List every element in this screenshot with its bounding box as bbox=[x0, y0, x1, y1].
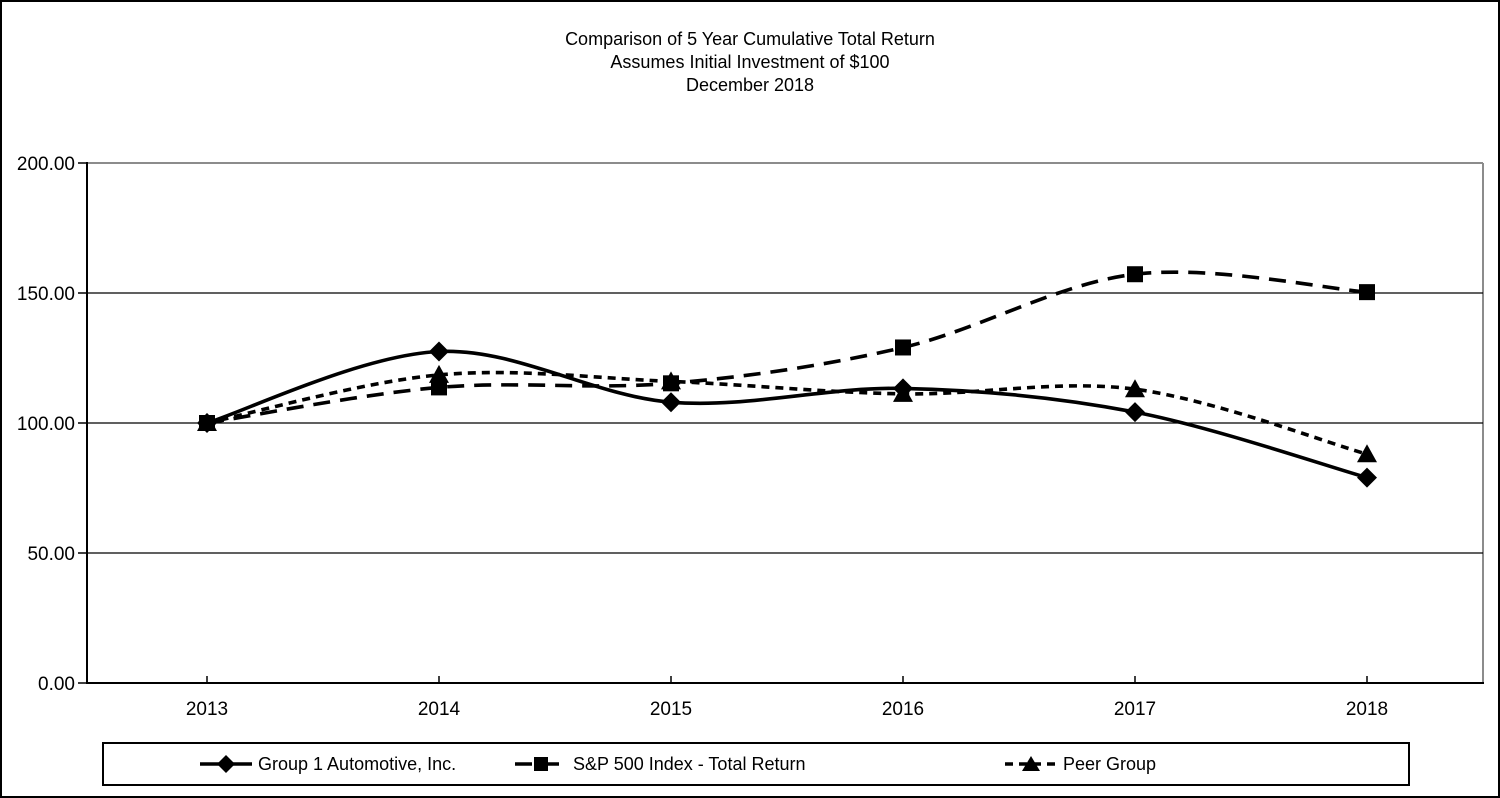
chart-title-line2: Assumes Initial Investment of $100 bbox=[610, 52, 890, 72]
y-tick-label-100.00: 100.00 bbox=[17, 414, 75, 435]
x-tick-label-2014: 2014 bbox=[418, 699, 461, 720]
x-tick-label-2016: 2016 bbox=[882, 699, 924, 720]
marker-diamond-2017 bbox=[1125, 402, 1145, 423]
series-line-2 bbox=[206, 370, 1368, 456]
chart-title-line1: Comparison of 5 Year Cumulative Total Re… bbox=[565, 29, 935, 49]
marker-diamond-2015 bbox=[661, 392, 681, 413]
legend-label-peer-group: Peer Group bbox=[1063, 753, 1157, 774]
legend: Group 1 Automotive, Inc. S&P 500 Index -… bbox=[102, 742, 1410, 786]
marker-diamond-2014 bbox=[429, 341, 449, 362]
y-tick-label-50.00: 50.00 bbox=[27, 544, 75, 565]
legend-label-group1: Group 1 Automotive, Inc. bbox=[258, 753, 457, 774]
marker-square-2018 bbox=[1359, 284, 1375, 301]
x-tick-label-2013: 2013 bbox=[186, 699, 228, 720]
y-tick-label-0.00: 0.00 bbox=[38, 674, 75, 695]
legend-entry-group1: Group 1 Automotive, Inc. bbox=[200, 744, 456, 784]
series-line-0 bbox=[206, 349, 1368, 480]
legend-entry-peer-group: Peer Group bbox=[1005, 744, 1156, 784]
x-tick-label-2015: 2015 bbox=[650, 699, 692, 720]
legend-label-sp500: S&P 500 Index - Total Return bbox=[573, 753, 806, 774]
marker-triangle-2013 bbox=[197, 413, 217, 431]
peer-group-line-sample-icon bbox=[1005, 756, 1057, 771]
marker-diamond-2018 bbox=[1357, 467, 1377, 488]
marker-square-2014 bbox=[431, 379, 447, 396]
marker-triangle-2014 bbox=[429, 364, 449, 383]
marker-triangle-2016 bbox=[893, 383, 913, 402]
marker-square-2016 bbox=[895, 339, 911, 356]
y-tick-label-150.00: 150.00 bbox=[17, 284, 75, 305]
marker-triangle-2015 bbox=[661, 371, 681, 390]
legend-sample-triangle-icon bbox=[1022, 756, 1040, 771]
marker-triangle-2018 bbox=[1357, 444, 1377, 463]
x-tick-label-2018: 2018 bbox=[1346, 699, 1388, 720]
marker-triangle-2017 bbox=[1125, 379, 1145, 398]
legend-sample-diamond-icon bbox=[217, 755, 235, 773]
y-tick-label-200.00: 200.00 bbox=[17, 154, 75, 175]
group1-line-sample-icon bbox=[200, 755, 252, 773]
marker-square-2017 bbox=[1127, 266, 1143, 283]
legend-entry-sp500: S&P 500 Index - Total Return bbox=[515, 744, 805, 784]
legend-sample-square-icon bbox=[534, 757, 548, 771]
sp500-line-sample-icon bbox=[515, 757, 567, 771]
x-tick-label-2017: 2017 bbox=[1114, 699, 1156, 720]
series-line-1 bbox=[206, 270, 1368, 425]
chart-title: Comparison of 5 Year Cumulative Total Re… bbox=[2, 28, 1498, 97]
chart-title-line3: December 2018 bbox=[685, 75, 815, 95]
